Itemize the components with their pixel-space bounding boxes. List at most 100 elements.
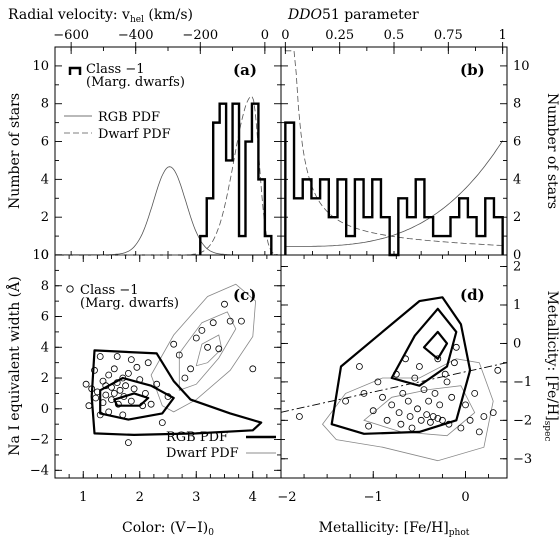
panel-c-point xyxy=(120,393,128,400)
tick-label: 0 xyxy=(281,28,289,43)
panel-d-point xyxy=(365,422,373,430)
panel-d-point xyxy=(395,409,403,417)
panel-c-legend: Class −1 (Marg. dwarfs) RGB PDF Dwarf PD… xyxy=(66,283,276,461)
panel-d-point xyxy=(425,397,433,405)
panel-d-point xyxy=(445,420,453,428)
panel-d-point xyxy=(423,411,431,419)
panel-c-point xyxy=(99,399,107,407)
tick-label: 0.5 xyxy=(384,28,405,43)
top-left-axis-title: Radial velocity: vhel (km/s) xyxy=(8,7,193,25)
panel-b xyxy=(284,50,504,257)
panel-d-label: (d) xyxy=(460,286,485,304)
panel-d-point xyxy=(411,374,419,382)
panel-d-point xyxy=(417,416,425,424)
panel-d-point xyxy=(438,416,446,424)
tick-label: 1 xyxy=(79,490,87,505)
legend-dwarf-text: Dwarf PDF xyxy=(98,127,171,142)
panel-c xyxy=(82,283,263,447)
panel-c-point xyxy=(192,334,200,342)
panel-a-histogram xyxy=(199,102,273,255)
panel-d-point xyxy=(379,393,386,401)
panel-c-point xyxy=(122,382,129,390)
x-bottom-left-title: Color: (V−I)0 xyxy=(122,520,214,538)
tick-label: 2 xyxy=(41,371,49,386)
tick-label: −2 xyxy=(30,433,49,448)
panel-a-legend: Class −1 (Marg. dwarfs) RGB PDF Dwarf PD… xyxy=(64,62,185,142)
panel-d-point xyxy=(426,418,434,426)
panel-c-point xyxy=(175,351,183,359)
panel-d-point xyxy=(466,416,474,424)
panel-c-point xyxy=(85,402,93,410)
panel-d-point xyxy=(392,370,400,378)
panel-c-point xyxy=(130,385,138,393)
panel-c-point xyxy=(147,400,155,408)
tick-label: 3 xyxy=(192,490,200,505)
tick-label: −200 xyxy=(182,28,218,43)
tick-label: 0 xyxy=(461,490,469,505)
tick-label: −3 xyxy=(513,452,532,467)
panel-b-label: (b) xyxy=(460,61,485,79)
panel-c-point xyxy=(237,317,245,325)
top-right-axis-title: DDO51 parameter xyxy=(287,7,419,23)
panel-c-point xyxy=(209,319,217,327)
panel-c-point xyxy=(102,391,110,399)
panel-d-dwarf-contour xyxy=(321,358,494,462)
panel-d-point xyxy=(295,413,303,420)
panel-a xyxy=(55,95,278,256)
tick-label: 0.25 xyxy=(325,28,354,43)
panel-d-point xyxy=(429,413,437,420)
tick-label: −400 xyxy=(118,28,154,43)
legend-class-swatch xyxy=(68,66,82,75)
tick-label: 2 xyxy=(513,260,521,275)
legend-c-class-text: Class −1 xyxy=(80,283,139,298)
panel-d-point xyxy=(434,355,442,363)
panel-c-point xyxy=(113,353,121,360)
panel-c-point xyxy=(96,353,104,360)
panel-c-point xyxy=(116,386,124,394)
panel-d-point xyxy=(342,397,350,405)
panel-c-dwarf-contour xyxy=(195,334,223,367)
legend-c-class-text2: (Marg. dwarfs) xyxy=(80,296,179,311)
legend-c-dwarf-text: Dwarf PDF xyxy=(166,446,239,461)
y-right-bottom-title: Metallicity: [Fe/H]spec xyxy=(542,291,560,442)
panel-c-point xyxy=(136,376,144,384)
panel-d-point xyxy=(441,370,449,378)
panel-c-point xyxy=(124,439,132,447)
panel-c-point xyxy=(94,388,101,396)
panel-c-point xyxy=(226,317,234,325)
panel-d-point xyxy=(414,405,421,413)
panel-d-point xyxy=(475,428,483,436)
tick-label: −2 xyxy=(277,490,296,505)
tick-label: 8 xyxy=(513,97,521,112)
panel-d-point xyxy=(399,389,407,397)
panel-d-point xyxy=(443,378,451,386)
panel-d-one-to-one-line xyxy=(280,362,508,413)
panel-d-point xyxy=(404,397,412,405)
panel-d-point xyxy=(494,366,502,374)
tick-label: 0.75 xyxy=(434,28,463,43)
panel-c-point xyxy=(108,396,115,404)
tick-label: −2 xyxy=(513,413,532,428)
panel-d-point xyxy=(450,359,458,367)
panel-d-point xyxy=(420,386,428,394)
panel-c-point xyxy=(96,411,104,419)
panel-c-point xyxy=(249,365,257,373)
top-left-tick-labels: −600 −400 −200 0 xyxy=(53,28,269,43)
tick-label: 6 xyxy=(41,310,49,325)
panel-d-point xyxy=(489,409,497,417)
x-bottom-right-title: Metallicity: [Fe/H]phot xyxy=(319,520,470,538)
top-right-tick-labels: 0 0.25 0.5 0.75 1 xyxy=(281,28,507,43)
panel-d-point xyxy=(434,414,442,422)
tick-label: 1 xyxy=(499,28,507,43)
panel-c-point xyxy=(215,345,223,353)
panel-d-point xyxy=(402,355,409,363)
panel-c-point xyxy=(113,379,121,387)
panel-c-rgb-contour xyxy=(113,392,150,407)
tick-label: 1 xyxy=(513,298,521,313)
panel-c-point xyxy=(88,385,96,393)
legend-class-text2: (Marg. dwarfs) xyxy=(86,75,185,90)
panel-b-rgb-pdf xyxy=(285,140,504,247)
panel-b-histogram xyxy=(284,121,504,257)
panel-c-rgb-contour xyxy=(90,349,263,436)
